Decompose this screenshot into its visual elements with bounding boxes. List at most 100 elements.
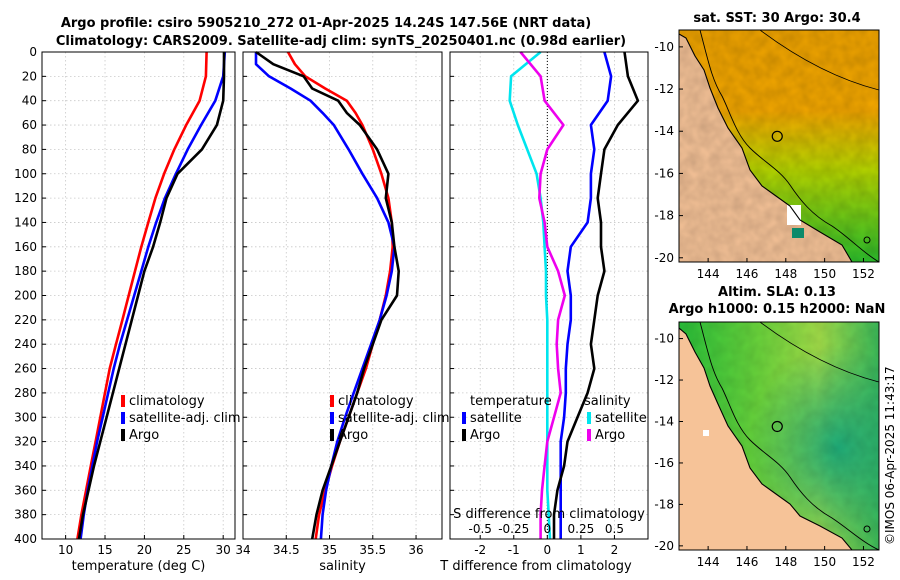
sla-reef-island bbox=[863, 525, 871, 533]
x-tick-label: 1 bbox=[577, 543, 585, 557]
series-line-satellite-adj-clim bbox=[79, 51, 227, 540]
depth-tick-label: 240 bbox=[14, 337, 37, 351]
sla-land bbox=[679, 328, 852, 550]
plot-frame bbox=[41, 51, 236, 540]
series-line-temperature-argo bbox=[552, 51, 640, 539]
x-axis-label: salinity bbox=[319, 559, 366, 574]
depth-tick-label: 80 bbox=[22, 142, 37, 156]
series-line-temperature-satellite bbox=[559, 51, 613, 539]
depth-tick-label: 220 bbox=[14, 313, 37, 327]
map-lon-label: 150 bbox=[813, 267, 836, 281]
map-lat-label: -14 bbox=[654, 124, 674, 138]
legend-swatch-argo bbox=[121, 429, 125, 441]
sst-missing-patch bbox=[787, 205, 801, 225]
map-lon-label: 146 bbox=[736, 555, 759, 569]
depth-tick-label: 120 bbox=[14, 191, 37, 205]
sla-map-frame bbox=[678, 321, 880, 551]
legend-label-climatology: climatology bbox=[129, 394, 205, 409]
legend-swatch-s-argo bbox=[587, 429, 591, 441]
x-tick-label: 34.5 bbox=[273, 543, 300, 557]
x-tick-label: 35.5 bbox=[359, 543, 386, 557]
map-lat-label: -16 bbox=[654, 456, 674, 470]
depth-tick-label: 380 bbox=[14, 508, 37, 522]
sst-map-ticks: 144 146 148 150 152 -10 -12 -14 -16 -18 -20 bbox=[654, 40, 875, 281]
map-lat-label: -10 bbox=[654, 40, 674, 54]
map-lon-label: 144 bbox=[697, 267, 720, 281]
legend-label-t-argo: Argo bbox=[470, 428, 500, 443]
legend-label-s-argo: Argo bbox=[595, 428, 625, 443]
depth-tick-label: 140 bbox=[14, 215, 37, 229]
plot-frame bbox=[449, 51, 649, 540]
depth-tick-label: 100 bbox=[14, 167, 37, 181]
sla-map-subtitle: Argo h1000: 0.15 h2000: NaN bbox=[669, 302, 886, 317]
map-lat-label: -18 bbox=[654, 497, 674, 511]
x-tick-label: 36 bbox=[408, 543, 423, 557]
legend-label-satellite: satellite-adj. clim bbox=[338, 411, 450, 426]
map-lon-label: 150 bbox=[813, 555, 836, 569]
map-lon-label: 146 bbox=[736, 267, 759, 281]
x-tick-label: 25 bbox=[176, 543, 191, 557]
map-lat-label: -16 bbox=[654, 166, 674, 180]
depth-tick-label: 60 bbox=[22, 118, 37, 132]
x-tick-label: 15 bbox=[97, 543, 112, 557]
sst-map bbox=[679, 30, 879, 262]
map-lat-label: -20 bbox=[654, 251, 674, 265]
legend-label-argo: Argo bbox=[129, 428, 159, 443]
x-tick-label: 20 bbox=[137, 543, 152, 557]
legend-swatch-satellite bbox=[330, 412, 334, 424]
figure-title-line2: Climatology: CARS2009. Satellite-adj cli… bbox=[56, 34, 626, 49]
figure-title-line1: Argo profile: csiro 5905210_272 01-Apr-2… bbox=[61, 16, 591, 31]
map-lon-label: 144 bbox=[697, 555, 720, 569]
s-tick-label: 0.5 bbox=[605, 522, 624, 536]
x-tick-label: 2 bbox=[611, 543, 619, 557]
s-difference-tick-labels: -0.5 -0.25 0 0.25 0.5 bbox=[468, 522, 623, 536]
sla-argo-location-marker bbox=[771, 420, 783, 433]
x-axis-label: temperature (deg C) bbox=[72, 559, 206, 574]
legend-label-climatology: climatology bbox=[338, 394, 414, 409]
sst-depth-contour bbox=[759, 30, 879, 91]
legend-title-temperature: temperature bbox=[470, 394, 552, 409]
legend-swatch-t-satellite bbox=[462, 412, 466, 424]
legend-label-t-satellite: satellite bbox=[470, 411, 522, 426]
difference-legend: temperature satellite Argo salinity sate… bbox=[462, 394, 647, 443]
legend-swatch-climatology bbox=[330, 395, 334, 407]
s-tick-label: 0.25 bbox=[568, 522, 595, 536]
sst-texture bbox=[679, 30, 879, 262]
sst-argo-location-marker bbox=[771, 130, 783, 142]
difference-panel: -2 -1 0 1 2 T difference from climatology bbox=[439, 50, 649, 574]
series-line-argo bbox=[255, 50, 401, 540]
series-line-argo bbox=[77, 52, 226, 540]
x-tick-label: 34 bbox=[235, 543, 250, 557]
depth-tick-label: 200 bbox=[14, 289, 37, 303]
legend-label-satellite: satellite-adj. clim bbox=[129, 411, 241, 426]
sla-map-title: Altim. SLA: 0.13 bbox=[718, 285, 836, 300]
sst-coastline bbox=[679, 33, 853, 262]
series-line-salinity-satellite bbox=[508, 50, 552, 540]
map-lon-label: 152 bbox=[852, 267, 875, 281]
s-tick-label: 0 bbox=[544, 522, 552, 536]
depth-tick-label: 280 bbox=[14, 386, 37, 400]
legend-title-salinity: salinity bbox=[584, 394, 631, 409]
salinity-legend: climatology satellite-adj. clim Argo bbox=[330, 394, 450, 443]
map-lat-label: -20 bbox=[654, 539, 674, 553]
map-lat-label: -12 bbox=[654, 82, 674, 96]
depth-tick-label: 40 bbox=[22, 94, 37, 108]
x-axis-label: T difference from climatology bbox=[439, 559, 632, 574]
series-line-climatology bbox=[76, 51, 208, 540]
sst-map-frame bbox=[678, 29, 880, 263]
depth-tick-label: 180 bbox=[14, 264, 37, 278]
depth-tick-label: 260 bbox=[14, 362, 37, 376]
sla-depth-contour bbox=[759, 322, 879, 383]
map-lon-label: 152 bbox=[852, 555, 875, 569]
x-tick-label: 10 bbox=[58, 543, 73, 557]
x-tick-label: 0 bbox=[544, 543, 552, 557]
sla-coastline bbox=[679, 327, 853, 550]
depth-tick-label: 20 bbox=[22, 69, 37, 83]
legend-label-s-satellite: satellite bbox=[595, 411, 647, 426]
temperature-legend: climatology satellite-adj. clim Argo bbox=[121, 394, 241, 443]
depth-tick-label: 160 bbox=[14, 240, 37, 254]
s-tick-label: -0.5 bbox=[468, 522, 491, 536]
sla-map-ticks: 144 146 148 150 152 -10 -12 -14 -16 -18 -20 bbox=[654, 332, 875, 569]
legend-label-argo: Argo bbox=[338, 428, 368, 443]
